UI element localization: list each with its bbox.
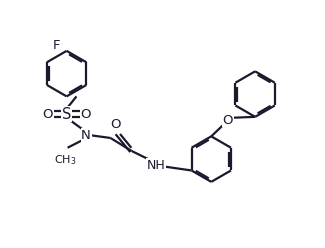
Text: F: F (53, 39, 60, 52)
Text: N: N (81, 129, 91, 142)
Text: O: O (43, 108, 53, 121)
Text: S: S (62, 107, 71, 122)
Text: O: O (110, 118, 120, 131)
Text: O: O (223, 114, 233, 127)
Text: NH: NH (146, 159, 165, 172)
Text: O: O (80, 108, 91, 121)
Text: CH$_3$: CH$_3$ (54, 154, 76, 167)
